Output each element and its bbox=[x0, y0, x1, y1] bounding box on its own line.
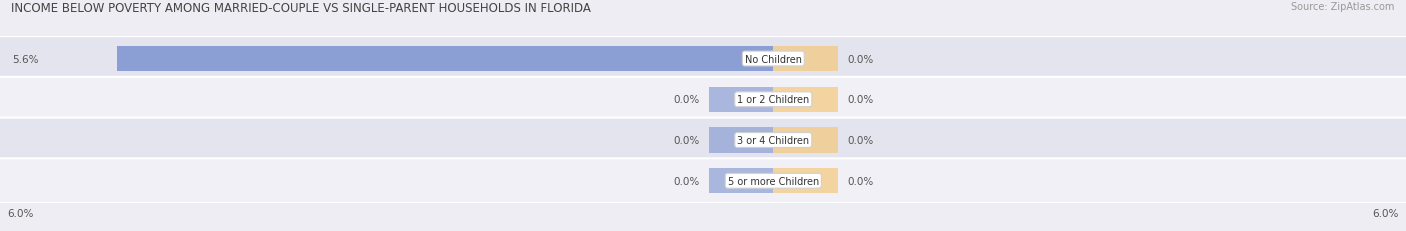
Bar bbox=[773, 87, 838, 112]
Text: 3 or 4 Children: 3 or 4 Children bbox=[737, 135, 810, 145]
Text: Source: ZipAtlas.com: Source: ZipAtlas.com bbox=[1291, 2, 1395, 12]
Bar bbox=[773, 128, 838, 153]
Text: 0.0%: 0.0% bbox=[846, 176, 873, 186]
Text: INCOME BELOW POVERTY AMONG MARRIED-COUPLE VS SINGLE-PARENT HOUSEHOLDS IN FLORIDA: INCOME BELOW POVERTY AMONG MARRIED-COUPL… bbox=[11, 2, 591, 15]
Bar bbox=[773, 168, 838, 194]
Bar bbox=[773, 47, 838, 72]
Text: 0.0%: 0.0% bbox=[673, 95, 700, 105]
Text: No Children: No Children bbox=[745, 54, 801, 64]
Text: 5 or more Children: 5 or more Children bbox=[728, 176, 818, 186]
Text: 0.0%: 0.0% bbox=[673, 176, 700, 186]
Text: 6.0%: 6.0% bbox=[7, 208, 34, 218]
Bar bbox=[709, 168, 773, 194]
Text: 6.0%: 6.0% bbox=[1372, 208, 1399, 218]
Text: 0.0%: 0.0% bbox=[846, 54, 873, 64]
Text: 0.0%: 0.0% bbox=[846, 135, 873, 145]
Text: 1 or 2 Children: 1 or 2 Children bbox=[737, 95, 810, 105]
FancyBboxPatch shape bbox=[0, 118, 1406, 163]
FancyBboxPatch shape bbox=[0, 78, 1406, 122]
Bar bbox=[709, 87, 773, 112]
Text: 5.6%: 5.6% bbox=[11, 54, 38, 64]
FancyBboxPatch shape bbox=[0, 37, 1406, 82]
FancyBboxPatch shape bbox=[0, 159, 1406, 203]
Text: 0.0%: 0.0% bbox=[846, 95, 873, 105]
Text: 0.0%: 0.0% bbox=[673, 135, 700, 145]
Bar bbox=[117, 47, 773, 72]
Bar bbox=[709, 128, 773, 153]
